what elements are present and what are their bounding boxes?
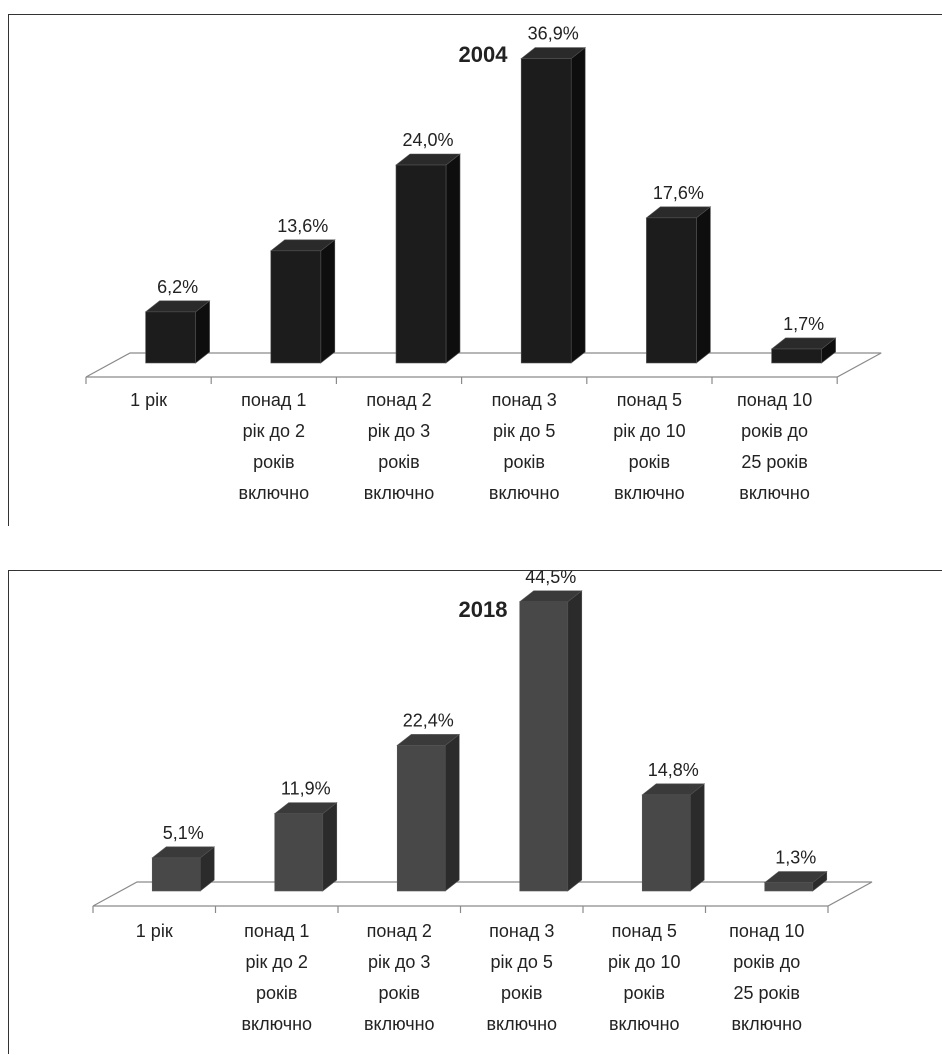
data-label: 22,4% <box>403 710 454 730</box>
bar-front <box>520 602 568 891</box>
bar-front <box>152 858 200 891</box>
data-label: 11,9% <box>281 779 331 799</box>
bar-side <box>321 240 335 363</box>
chart-title: 2004 <box>459 42 509 67</box>
x-tick-label: понад 1 рік до 2 років включно <box>241 921 312 1034</box>
bar <box>520 591 582 891</box>
x-tick-label: понад 5 рік до 10 років включно <box>613 390 685 503</box>
bar <box>646 207 710 363</box>
bar <box>772 338 836 363</box>
x-tick-label: понад 10 років до 25 років включно <box>729 921 804 1034</box>
bar <box>642 784 704 891</box>
bar-side <box>690 784 704 891</box>
bar-front <box>765 883 813 891</box>
chart-floor <box>93 882 872 906</box>
chart-panel-2018: 2018 5,1% 1 рік 11,9% понад 1 рік до 2 років в… <box>8 570 942 1054</box>
bar-front <box>275 814 323 891</box>
x-tick-label: понад 10 років до 25 років включно <box>737 390 812 503</box>
x-tick-label: понад 3 рік до 5 років включно <box>489 390 560 503</box>
data-label: 1,7% <box>783 314 824 334</box>
bar <box>275 803 337 891</box>
bar <box>271 240 335 363</box>
bar-side <box>696 207 710 363</box>
bar-front <box>271 251 321 363</box>
chart-floor <box>86 353 881 377</box>
data-label: 6,2% <box>157 277 198 297</box>
data-label: 13,6% <box>277 216 328 236</box>
bar-chart-2004: 2004 6,2% 1 рік 13,6% понад 1 рік до 2 років в… <box>9 15 942 527</box>
bar-side <box>446 154 460 363</box>
bar <box>521 48 585 363</box>
bar <box>396 154 460 363</box>
x-tick-label: понад 1 рік до 2 років включно <box>239 390 310 503</box>
bar-front <box>521 59 571 363</box>
data-label: 1,3% <box>775 848 816 868</box>
chart-title: 2018 <box>459 597 508 622</box>
bar-side <box>568 591 582 891</box>
bar-front <box>772 349 822 363</box>
x-tick-label: понад 5 рік до 10 років включно <box>608 921 680 1034</box>
bar-front <box>396 165 446 363</box>
data-label: 24,0% <box>402 130 453 150</box>
bar <box>146 301 210 363</box>
data-label: 14,8% <box>648 760 699 780</box>
bar-side <box>323 803 337 891</box>
bar-front <box>397 745 445 891</box>
data-label: 17,6% <box>653 183 704 203</box>
data-label: 5,1% <box>163 823 204 843</box>
x-tick-label: 1 рік <box>136 921 173 941</box>
x-tick-label: понад 3 рік до 5 років включно <box>486 921 557 1034</box>
bar-chart-2018: 2018 5,1% 1 рік 11,9% понад 1 рік до 2 років в… <box>9 571 942 1055</box>
bar <box>397 734 459 891</box>
data-label: 36,9% <box>528 24 579 44</box>
bar-side <box>445 734 459 891</box>
x-tick-label: понад 2 рік до 3 років включно <box>364 921 435 1034</box>
bar-front <box>146 312 196 363</box>
bar-front <box>642 795 690 891</box>
chart-panel-2004: 2004 6,2% 1 рік 13,6% понад 1 рік до 2 років в… <box>8 14 942 526</box>
data-label: 44,5% <box>525 571 576 587</box>
bar-front <box>646 218 696 363</box>
x-tick-label: 1 рік <box>130 390 167 410</box>
bar-side <box>571 48 585 363</box>
bar <box>152 847 214 891</box>
x-tick-label: понад 2 рік до 3 років включно <box>364 390 435 503</box>
